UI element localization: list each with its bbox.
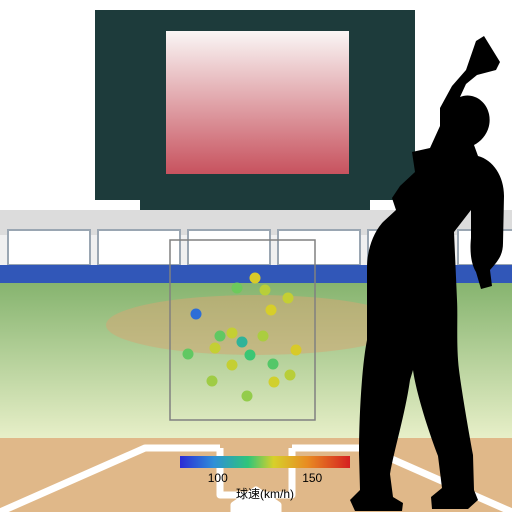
pitch-point	[269, 377, 280, 388]
colorbar-tick: 150	[302, 471, 322, 485]
colorbar-label: 球速(km/h)	[236, 487, 294, 501]
pitch-point	[227, 360, 238, 371]
stands-box	[278, 230, 360, 265]
pitch-point	[266, 305, 277, 316]
stands-box	[8, 230, 90, 265]
pitch-point	[191, 309, 202, 320]
pitch-location-chart: 100 150 球速(km/h)	[0, 0, 512, 512]
pitch-point	[258, 331, 269, 342]
pitch-point	[183, 349, 194, 360]
scoreboard-panel	[165, 30, 350, 175]
pitch-point	[215, 331, 226, 342]
pitch-point	[268, 359, 279, 370]
pitch-point	[242, 391, 253, 402]
pitch-point	[250, 273, 261, 284]
colorbar-tick: 100	[208, 471, 228, 485]
dirt-ellipse	[106, 295, 406, 355]
pitch-point	[237, 337, 248, 348]
pitch-point	[291, 345, 302, 356]
pitch-point	[260, 285, 271, 296]
pitch-point	[232, 283, 243, 294]
colorbar	[180, 456, 350, 468]
pitch-point	[210, 343, 221, 354]
stands-box	[98, 230, 180, 265]
pitch-point	[227, 328, 238, 339]
pitch-point	[285, 370, 296, 381]
stands-box	[188, 230, 270, 265]
pitch-point	[207, 376, 218, 387]
pitch-point	[245, 350, 256, 361]
pitch-point	[283, 293, 294, 304]
